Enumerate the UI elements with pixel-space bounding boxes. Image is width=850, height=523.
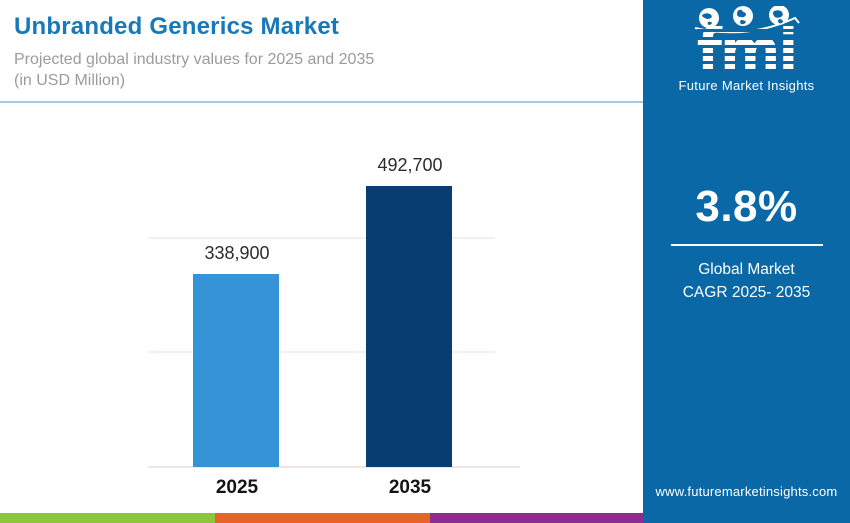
chart-subtitle: Projected global industry values for 202… [14, 49, 614, 91]
footer-stripe-purple [430, 513, 643, 523]
chart-header: Unbranded Generics Market Projected glob… [14, 13, 614, 91]
cagr-label: Global Market CAGR 2025- 2035 [643, 258, 850, 305]
bar-2035 [366, 186, 452, 467]
brand-sidebar: fmi Future Market Insights 3.8% Global M… [643, 0, 850, 523]
fmi-logo: fmi Future Market Insights [643, 6, 850, 93]
gridline-400k [148, 237, 495, 239]
chart-panel: Unbranded Generics Market Projected glob… [0, 13, 643, 523]
fmi-wordmark: fmi [696, 21, 798, 79]
subtitle-line-2: (in USD Million) [14, 72, 126, 90]
x-axis-line [148, 466, 520, 468]
globe-asia-icon [768, 6, 789, 25]
subtitle-line-1: Projected global industry values for 202… [14, 51, 375, 68]
cagr-label-line-2: CAGR 2025- 2035 [682, 284, 811, 302]
cagr-block: 3.8% Global Market CAGR 2025- 2035 [643, 182, 850, 305]
website-url: www.futuremarketinsights.com [655, 484, 838, 499]
bar-value-label-2025: 338,900 [204, 243, 270, 263]
cagr-divider [670, 244, 823, 246]
x-tick-2025: 2025 [215, 477, 259, 498]
logo-tagline: Future Market Insights [678, 78, 815, 94]
cagr-label-line-1: Global Market [698, 261, 795, 278]
footer-stripe-orange [215, 513, 430, 523]
header-divider [0, 101, 643, 103]
page-title: Unbranded Generics Market [14, 13, 340, 40]
fmi-wordmark-text: fmi [696, 16, 799, 84]
gridline-200k [148, 351, 495, 353]
bar-value-label-2035: 492,700 [377, 155, 443, 175]
globe-americas-icon [698, 8, 719, 28]
footer-stripe-green [0, 513, 215, 523]
x-tick-2035: 2035 [388, 477, 432, 498]
bar-2025 [193, 274, 279, 467]
cagr-value: 3.8% [695, 182, 798, 231]
globe-europe-icon [732, 6, 753, 26]
